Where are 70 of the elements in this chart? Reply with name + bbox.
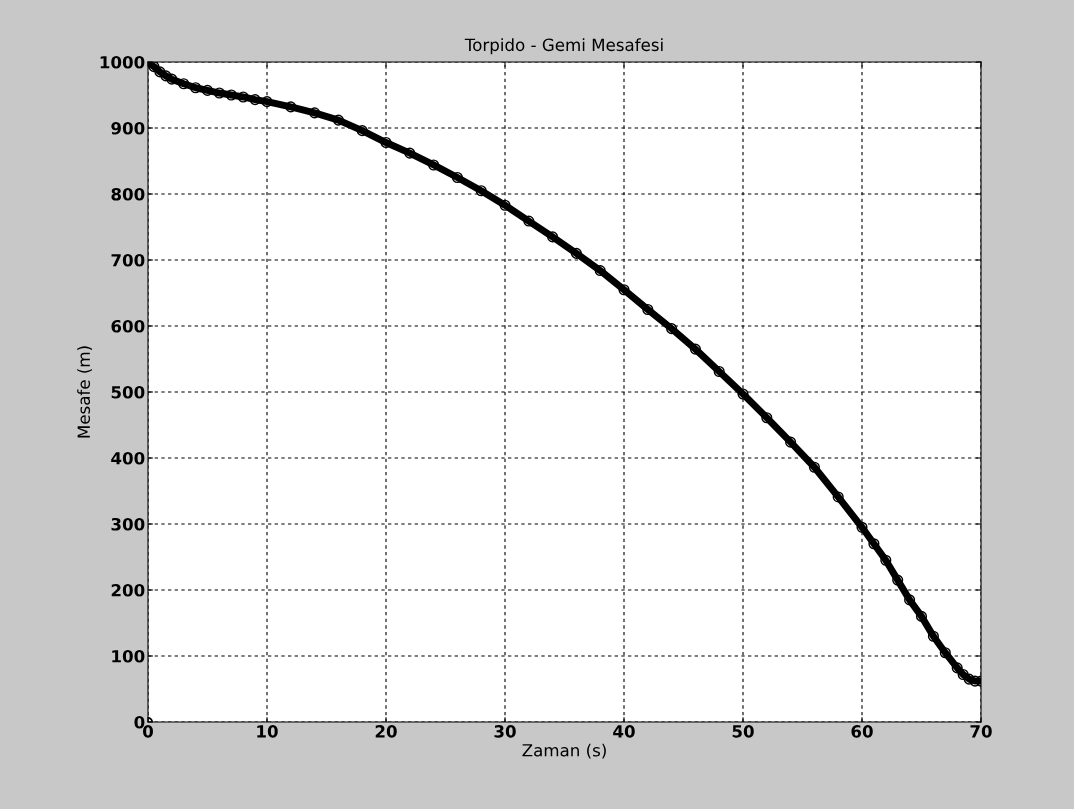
x-tick-label: 10 — [257, 725, 278, 738]
point — [963, 673, 975, 685]
x-tick-label: 30 — [494, 725, 516, 738]
point — [404, 147, 416, 159]
point — [808, 461, 820, 473]
point — [225, 89, 237, 101]
point — [309, 107, 321, 119]
point — [201, 84, 214, 96]
point — [939, 647, 951, 659]
x-tick-label: 70 — [970, 725, 992, 738]
x-tick-label: 40 — [613, 725, 635, 738]
point — [642, 303, 654, 316]
point — [475, 185, 487, 197]
point — [356, 125, 368, 137]
y-tick-label: 200 — [111, 583, 145, 597]
point — [154, 66, 166, 78]
point — [785, 436, 797, 448]
point — [166, 73, 178, 85]
point — [594, 265, 606, 277]
point — [666, 323, 678, 335]
point — [547, 231, 559, 243]
y-tick-label: 700 — [111, 253, 145, 267]
point — [148, 62, 160, 73]
point — [451, 171, 463, 184]
point — [178, 78, 190, 90]
point — [428, 159, 440, 171]
point — [190, 82, 202, 94]
y-tick-label: 300 — [111, 517, 145, 531]
x-tick-label: 60 — [851, 725, 873, 738]
y-tick-label: 100 — [112, 649, 145, 663]
point — [957, 668, 969, 681]
x-tick-label: 0 — [143, 725, 153, 738]
point — [285, 101, 297, 113]
point — [868, 538, 880, 550]
point — [237, 91, 249, 103]
point — [737, 388, 749, 400]
x-axis-title: Zaman (s) — [522, 743, 606, 759]
point — [880, 554, 892, 566]
point — [380, 136, 392, 149]
point — [761, 412, 773, 424]
point — [915, 610, 928, 622]
y-tick-label: 1000 — [100, 55, 145, 69]
y-tick-label: 500 — [111, 385, 145, 399]
point — [618, 284, 630, 296]
point — [523, 215, 535, 227]
point — [689, 343, 701, 355]
point — [832, 491, 844, 503]
point — [332, 114, 344, 126]
point — [249, 94, 261, 106]
y-axis-title: Mesafe (m) — [77, 346, 93, 438]
y-tick-label: 0 — [134, 715, 145, 729]
x-tick-label: 20 — [375, 725, 397, 738]
point — [499, 199, 511, 211]
y-tick-label: 900 — [111, 121, 145, 135]
point — [213, 87, 225, 99]
point — [904, 594, 916, 606]
point — [892, 574, 904, 586]
point — [570, 247, 582, 259]
x-tick-label: 50 — [732, 725, 754, 738]
point — [856, 521, 868, 533]
point — [969, 675, 981, 687]
y-tick-label: 800 — [111, 187, 145, 201]
chart-title: Torpido - Gemi Mesafesi — [464, 38, 663, 55]
point — [927, 630, 939, 642]
point — [951, 662, 963, 674]
point — [261, 96, 273, 108]
y-tick-label: 400 — [111, 451, 145, 465]
y-tick-label: 600 — [111, 319, 145, 333]
point — [713, 365, 725, 378]
point — [160, 70, 172, 82]
